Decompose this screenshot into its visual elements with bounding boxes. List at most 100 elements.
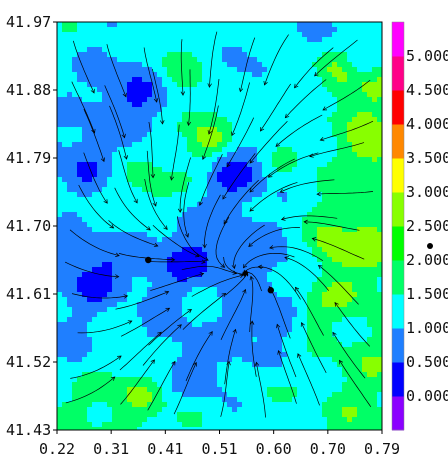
heat-cell (117, 97, 123, 103)
heat-cell (127, 237, 133, 243)
heat-cell (192, 97, 198, 103)
heat-cell (132, 217, 138, 223)
heat-cell (267, 67, 273, 73)
heat-cell (322, 67, 328, 73)
heat-cell (167, 42, 173, 48)
heat-cell (92, 47, 98, 53)
heat-cell (377, 227, 382, 233)
heat-cell (147, 247, 153, 253)
heat-cell (152, 162, 158, 168)
heat-cell (157, 242, 163, 248)
heat-cell (192, 287, 198, 293)
heat-cell (112, 237, 118, 243)
heat-cell (212, 47, 218, 53)
heat-cell (97, 252, 103, 258)
heat-cell (247, 232, 253, 238)
heat-cell (97, 337, 103, 343)
heat-cell (172, 27, 178, 33)
heat-cell (177, 232, 183, 238)
heat-cell (102, 192, 108, 198)
heat-cell (207, 332, 213, 338)
heat-cell (247, 392, 253, 398)
heat-cell (202, 67, 208, 73)
heat-cell (207, 72, 213, 78)
heat-cell (177, 252, 183, 258)
heat-cell (147, 92, 153, 98)
heat-cell (357, 327, 363, 333)
heat-cell (202, 332, 208, 338)
heat-cell (267, 112, 273, 118)
heat-cell (372, 357, 378, 363)
heat-cell (162, 322, 168, 328)
heat-cell (132, 382, 138, 388)
heat-cell (117, 242, 123, 248)
heat-cell (62, 22, 68, 28)
heat-cell (102, 337, 108, 343)
heat-cell (352, 397, 358, 403)
heat-cell (77, 197, 83, 203)
heat-cell (62, 392, 68, 398)
heat-cell (272, 187, 278, 193)
heat-cell (162, 352, 168, 358)
heat-cell (57, 397, 63, 403)
heat-cell (252, 112, 258, 118)
heat-cell (372, 127, 378, 133)
heat-cell (77, 67, 83, 73)
heat-cell (347, 107, 353, 113)
heat-cell (82, 247, 88, 253)
heat-cell (97, 47, 103, 53)
heat-cell (62, 177, 68, 183)
heat-cell (217, 282, 223, 288)
heat-cell (352, 192, 358, 198)
heat-cell (207, 192, 213, 198)
heat-cell (157, 372, 163, 378)
heat-cell (327, 152, 333, 158)
heat-cell (317, 107, 323, 113)
heat-cell (287, 27, 293, 33)
heat-cell (312, 222, 318, 228)
heat-cell (212, 347, 218, 353)
heat-cell (152, 392, 158, 398)
heat-cell (142, 172, 148, 178)
heat-cell (67, 177, 73, 183)
heat-cell (242, 347, 248, 353)
heat-cell (167, 302, 173, 308)
heat-cell (342, 232, 348, 238)
heat-cell (377, 127, 382, 133)
heat-cell (62, 342, 68, 348)
heat-cell (257, 72, 263, 78)
heat-cell (82, 172, 88, 178)
heat-cell (367, 327, 373, 333)
heat-cell (177, 142, 183, 148)
heat-cell (212, 192, 218, 198)
heat-cell (167, 22, 173, 28)
heat-cell (282, 372, 288, 378)
heat-cell (312, 82, 318, 88)
heat-cell (67, 397, 73, 403)
heat-cell (127, 387, 133, 393)
heat-cell (297, 207, 303, 213)
heat-cell (232, 147, 238, 153)
heat-cell (357, 127, 363, 133)
heat-cell (227, 227, 233, 233)
heat-cell (202, 247, 208, 253)
heat-cell (192, 57, 198, 63)
heat-cell (177, 327, 183, 333)
heat-cell (227, 97, 233, 103)
heat-cell (252, 387, 258, 393)
heat-cell (247, 332, 253, 338)
heat-cell (112, 192, 118, 198)
heat-cell (352, 217, 358, 223)
heat-cell (132, 367, 138, 373)
heat-cell (342, 387, 348, 393)
heat-cell (352, 312, 358, 318)
heat-cell (92, 247, 98, 253)
heat-cell (282, 42, 288, 48)
heat-cell (362, 242, 368, 248)
heat-cell (357, 347, 363, 353)
heat-cell (177, 282, 183, 288)
heat-cell (252, 212, 258, 218)
heat-cell (132, 202, 138, 208)
heat-cell (182, 37, 188, 43)
heat-cell (57, 132, 63, 138)
